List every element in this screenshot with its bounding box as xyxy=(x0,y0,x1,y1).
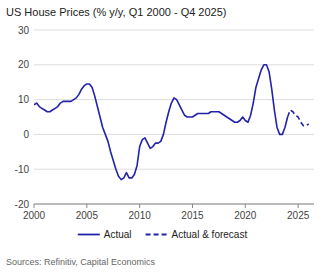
legend-label: Actual & forecast xyxy=(172,229,248,240)
tick-mark xyxy=(86,204,87,208)
tick-label: 2000 xyxy=(23,210,46,221)
tick-mark xyxy=(139,204,140,208)
series-group xyxy=(34,65,309,180)
tick-mark xyxy=(245,204,246,208)
legend-item: Actual & forecast xyxy=(146,229,248,240)
tick-label: 2015 xyxy=(181,210,204,221)
tick-mark xyxy=(34,204,35,208)
tick-label: -10 xyxy=(15,164,30,175)
source: Sources: Refinitiv, Capital Economics xyxy=(6,257,155,267)
title: US House Prices (% y/y, Q1 2000 - Q4 202… xyxy=(6,6,227,18)
tick-label: 20 xyxy=(18,59,30,70)
line xyxy=(34,65,288,180)
legend-label: Actual xyxy=(104,229,132,240)
grid-line xyxy=(34,30,314,31)
tick-mark xyxy=(298,204,299,208)
axis-line xyxy=(34,204,314,205)
tick-label: -20 xyxy=(15,199,30,210)
grid-line xyxy=(34,64,314,65)
tick-label: 2020 xyxy=(234,210,257,221)
legend-swatch xyxy=(78,234,100,236)
tick-label: 2005 xyxy=(76,210,99,221)
tick-label: 0 xyxy=(23,129,29,140)
x-axis: 2000 2005 2010 2015 2020 2025 xyxy=(23,204,314,221)
chart: US House Prices (% y/y, Q1 2000 - Q4 202… xyxy=(0,0,325,273)
legend-swatch xyxy=(146,234,168,236)
tick-label: 2010 xyxy=(129,210,152,221)
tick-label: 10 xyxy=(18,94,30,105)
tick-label: 2025 xyxy=(287,210,310,221)
grid-line xyxy=(34,134,314,135)
tick-label: 30 xyxy=(18,25,30,36)
line xyxy=(288,110,309,126)
legend-item: Actual xyxy=(78,229,132,240)
grid-line xyxy=(34,204,314,205)
grid-line xyxy=(34,169,314,170)
legend: Actual Actual & forecast xyxy=(78,229,248,240)
tick-mark xyxy=(192,204,193,208)
y-axis: -20 -10 0 10 20 30 xyxy=(15,25,314,210)
